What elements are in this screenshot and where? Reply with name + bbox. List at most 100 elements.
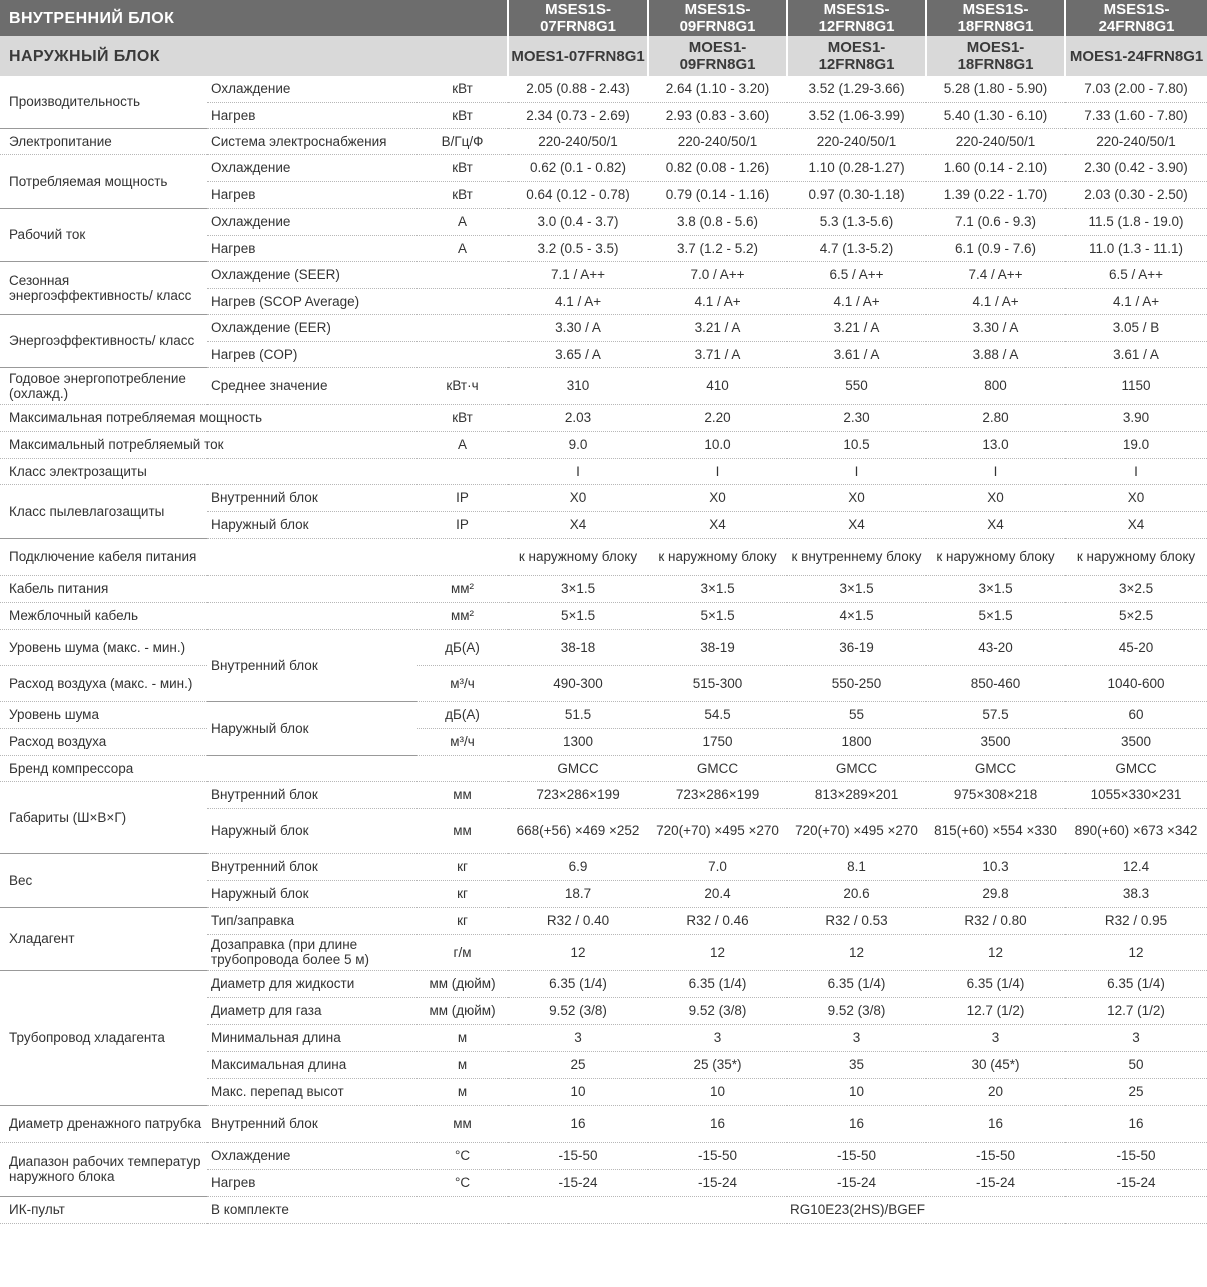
spec-value: X4 [1065,511,1207,539]
spec-value: 3500 [1065,728,1207,756]
spec-value: 813×289×201 [787,781,927,809]
spec-value: -15-50 [787,1142,927,1170]
spec-value: 10.3 [926,853,1066,881]
spec-value: 4.1 / A+ [648,288,788,315]
spec-value: X0 [926,484,1066,512]
param-label: Уровень шума (макс. - мин.) [0,629,207,666]
spec-value: 38.3 [1065,880,1207,908]
spec-value: 800 [926,367,1066,405]
spec-row: Наружный блок IP X4 X4 X4 X4 X4 [0,511,1207,539]
subparam-label: Охлаждение (SEER) [207,261,417,289]
spec-value: 60 [1065,701,1207,729]
spec-value: 490-300 [508,665,649,702]
spec-value: 5×1.5 [926,602,1066,630]
spec-value: 16 [1065,1105,1207,1143]
spec-value: 220-240/50/1 [648,128,788,155]
param-label: Межблочный кабель [0,602,417,630]
spec-value: 850-460 [926,665,1066,702]
spec-row: Нагрев кВт 0.64 (0.12 - 0.78) 0.79 (0.14 - … [0,181,1207,209]
spec-value: 3.90 [1065,404,1207,432]
subparam-label: Наружный блок [207,701,417,756]
param-label: Сезонная энергоэффективность/ класс [0,261,207,315]
param-label: Класс пылевлагозащиты [0,484,207,539]
subparam-label: Тип/заправка [207,907,417,935]
subparam-label: Охлаждение [207,76,417,103]
spec-value: X0 [508,484,649,512]
spec-row: Нагрев кВт 2.34 (0.73 - 2.69) 2.93 (0.83 - … [0,102,1207,129]
param-label: Электропитание [0,128,207,155]
spec-row: Межблочный кабель мм² 5×1.5 5×1.5 4×1.5 5×1.5… [0,602,1207,630]
spec-value: 12.7 (1/2) [926,997,1066,1025]
spec-value: 6.1 (0.9 - 7.6) [926,235,1066,262]
spec-row: Энергоэффективность/ класс Охлаждение (EE… [0,314,1207,368]
spec-value: 6.5 / A++ [787,261,927,289]
subparam-label: Дозаправка (при длине трубопровода более… [207,934,417,971]
spec-value: 3.61 / A [1065,341,1207,368]
unit-label: кВт·ч [417,367,509,405]
spec-value: 720(+70) ×495 ×270 [648,808,788,854]
unit-label: мм² [417,602,509,630]
unit-label: кВт [417,154,509,182]
spec-value: 220-240/50/1 [926,128,1066,155]
param-label: Расход воздуха [0,728,207,756]
spec-value: 2.34 (0.73 - 2.69) [508,102,649,129]
spec-value: 20.6 [787,880,927,908]
spec-value: X0 [1065,484,1207,512]
spec-value: X4 [508,511,649,539]
spec-value: GMCC [787,755,927,782]
spec-value: 220-240/50/1 [787,128,927,155]
spec-value: 55 [787,701,927,729]
spec-value: 3 [648,1024,788,1052]
spec-value: RG10E23(2HS)/BGEF [508,1196,1207,1224]
unit-label: г/м [417,934,509,971]
spec-value: 515-300 [648,665,788,702]
spec-value: 2.80 [926,404,1066,432]
spec-value: к внутреннему блоку [787,538,927,576]
unit-label [417,538,509,576]
spec-value: 57.5 [926,701,1066,729]
spec-row: Нагрев (SCOP Average) 4.1 / A+ 4.1 / A+ 4.1… [0,288,1207,315]
spec-row: Сезонная энергоэффективность/ класс Охлаж… [0,261,1207,315]
spec-value: 10.5 [787,431,927,459]
spec-value: 7.1 (0.6 - 9.3) [926,208,1066,236]
spec-row: Годовое энергопотребление (охлажд.) Средн… [0,367,1207,405]
spec-value: 9.0 [508,431,649,459]
spec-row: Трубопровод хладагента Диаметр для жидкос… [0,970,1207,1106]
spec-row: Класс пылевлагозащиты Внутренний блок IP X0… [0,484,1207,539]
spec-value: 6.35 (1/4) [787,970,927,998]
spec-value: GMCC [508,755,649,782]
subparam-label: Нагрев [207,181,417,209]
spec-value: 3.88 / A [926,341,1066,368]
spec-value: 6.35 (1/4) [926,970,1066,998]
subparam-label: Охлаждение [207,1142,417,1170]
spec-value: -15-24 [1065,1169,1207,1197]
spec-value: 54.5 [648,701,788,729]
spec-value: 9.52 (3/8) [508,997,649,1025]
spec-value: 5.40 (1.30 - 6.10) [926,102,1066,129]
spec-value: 18.7 [508,880,649,908]
param-label: Уровень шума [0,701,207,729]
unit-label: IP [417,484,509,512]
spec-row: Диаметр дренажного патрубка Внутренний бл… [0,1105,1207,1143]
spec-value: 16 [508,1105,649,1143]
spec-value: 0.82 (0.08 - 1.26) [648,154,788,182]
param-label: Подключение кабеля питания [0,538,417,576]
unit-label: IP [417,511,509,539]
spec-row: Максимальная потребляемая мощность кВт 2.0… [0,404,1207,432]
param-label: Диаметр дренажного патрубка [0,1105,207,1143]
spec-value: 1150 [1065,367,1207,405]
spec-value: 7.03 (2.00 - 7.80) [1065,76,1207,103]
unit-label: мм [417,808,509,854]
spec-row: ИК-пульт В комплекте RG10E23(2HS)/BGEF [0,1196,1207,1224]
unit-label: кг [417,907,509,935]
spec-value: R32 / 0.40 [508,907,649,935]
spec-value: 220-240/50/1 [1065,128,1207,155]
spec-value: 723×286×199 [508,781,649,809]
subparam-label: Наружный блок [207,880,417,908]
spec-row: Нагрев °C -15-24 -15-24 -15-24 -15-24 -15-24 [0,1169,1207,1197]
spec-value: GMCC [926,755,1066,782]
outdoor-model: MOES1-07FRN8G1 [507,36,649,76]
spec-row: Макс. перепад высот м 10 10 10 20 25 [0,1078,1207,1106]
param-label: Бренд компрессора [0,755,509,782]
spec-value: 10.0 [648,431,788,459]
